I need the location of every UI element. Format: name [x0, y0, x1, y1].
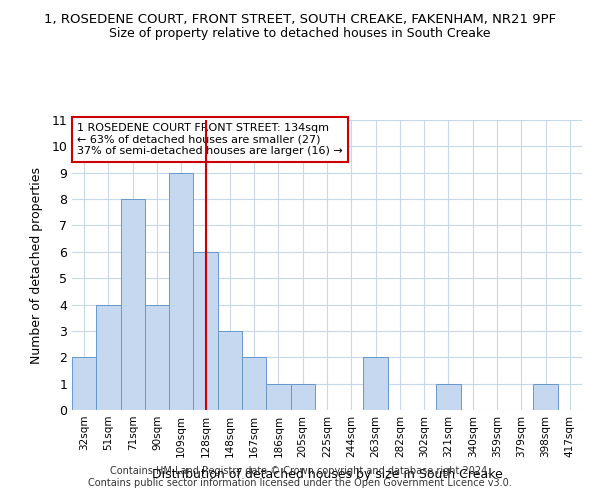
Bar	[266, 384, 290, 410]
Text: Size of property relative to detached houses in South Creake: Size of property relative to detached ho…	[109, 28, 491, 40]
Bar	[364, 358, 388, 410]
Text: Contains HM Land Registry data © Crown copyright and database right 2024.
Contai: Contains HM Land Registry data © Crown c…	[88, 466, 512, 487]
Text: 1 ROSEDENE COURT FRONT STREET: 134sqm
← 63% of detached houses are smaller (27)
: 1 ROSEDENE COURT FRONT STREET: 134sqm ← …	[77, 123, 343, 156]
X-axis label: Distribution of detached houses by size in South Creake: Distribution of detached houses by size …	[152, 468, 502, 481]
Bar	[169, 172, 193, 410]
Bar	[242, 358, 266, 410]
Bar	[72, 358, 96, 410]
Y-axis label: Number of detached properties: Number of detached properties	[30, 166, 43, 364]
Bar	[145, 304, 169, 410]
Bar	[218, 331, 242, 410]
Bar	[121, 199, 145, 410]
Bar	[533, 384, 558, 410]
Bar	[193, 252, 218, 410]
Bar	[96, 304, 121, 410]
Text: 1, ROSEDENE COURT, FRONT STREET, SOUTH CREAKE, FAKENHAM, NR21 9PF: 1, ROSEDENE COURT, FRONT STREET, SOUTH C…	[44, 12, 556, 26]
Bar	[436, 384, 461, 410]
Bar	[290, 384, 315, 410]
